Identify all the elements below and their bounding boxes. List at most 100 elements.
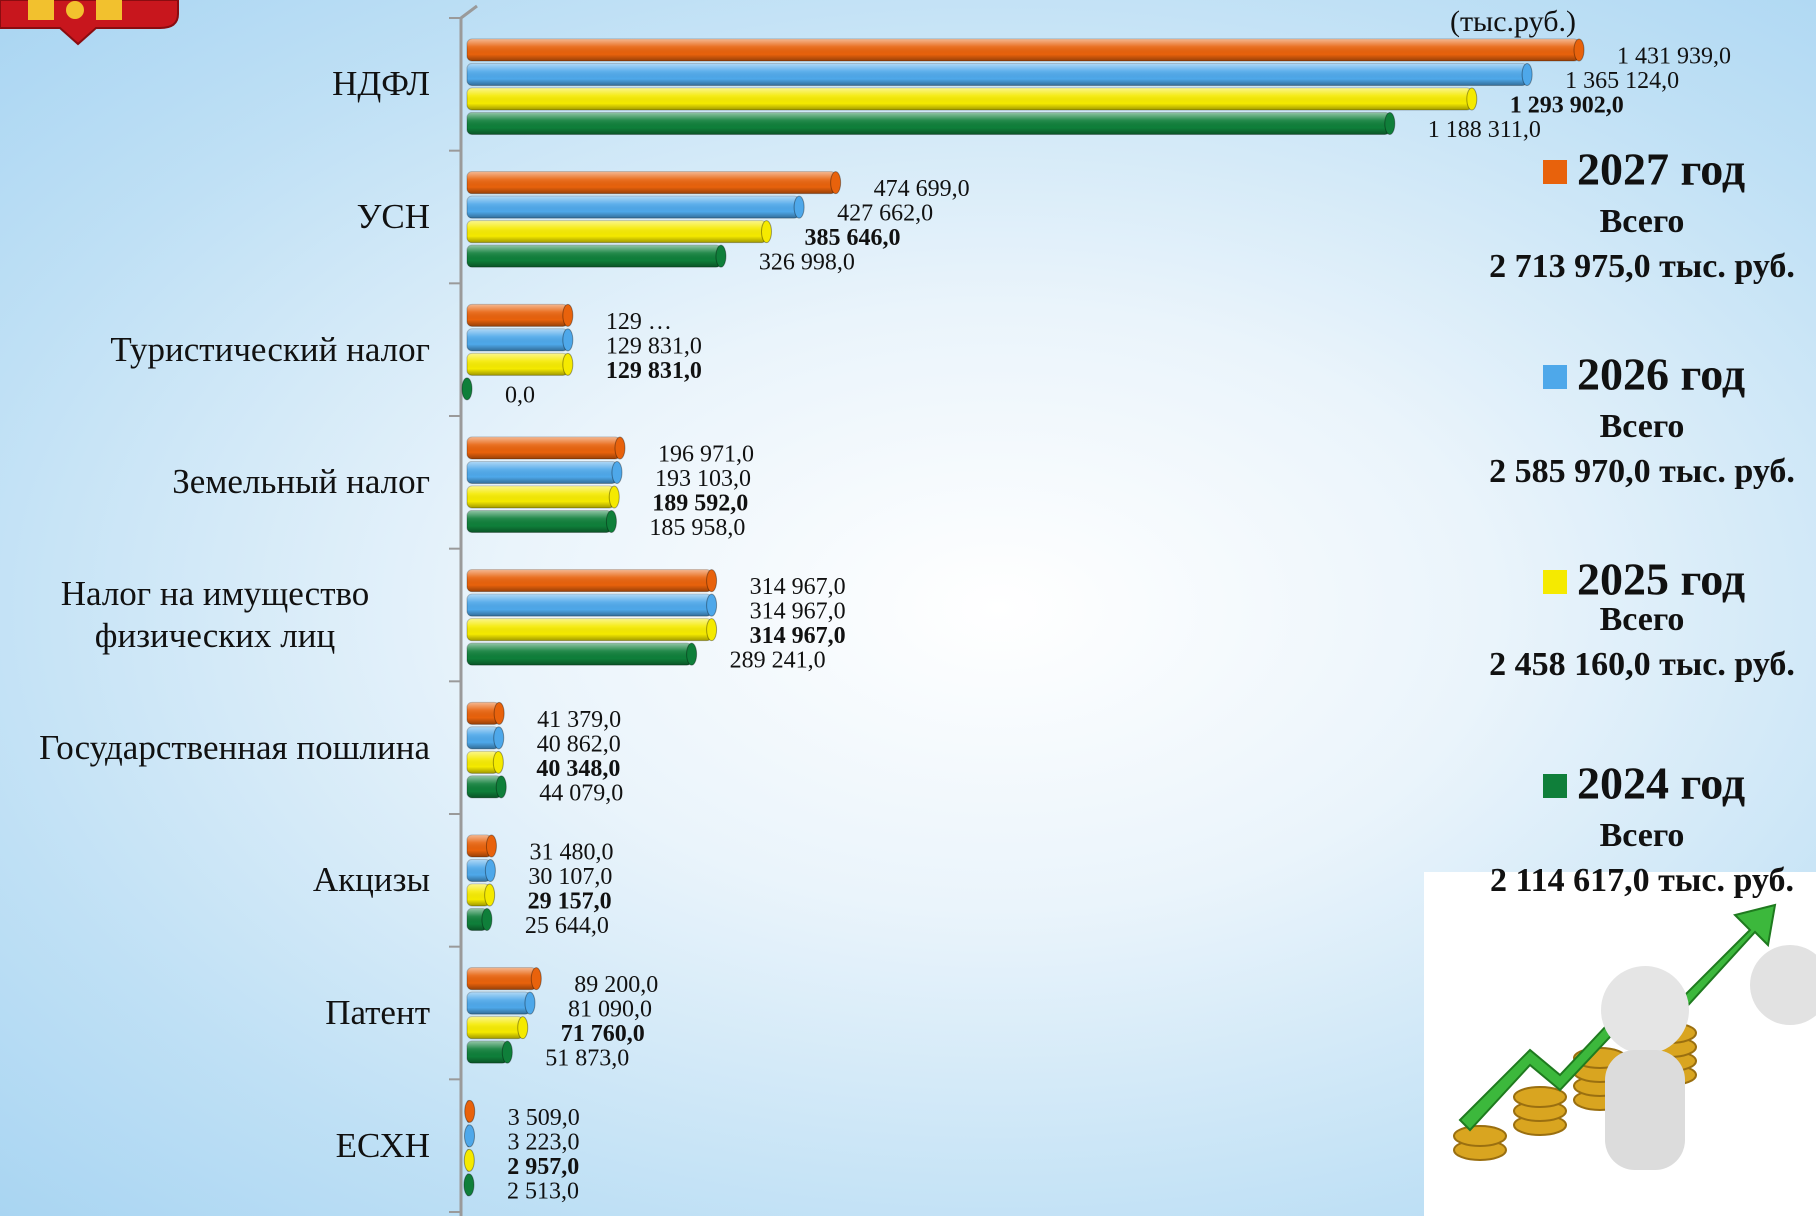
bar-shine — [467, 594, 712, 617]
bar-group — [466, 38, 1585, 62]
bar-cap — [830, 171, 842, 195]
data-label: 385 646,0 — [804, 225, 900, 251]
data-label: 193 103,0 — [655, 466, 751, 492]
bar-shine — [467, 859, 491, 882]
legend-label: 2026 год — [1577, 349, 1745, 400]
bar-group — [466, 569, 718, 593]
bar-shine — [467, 967, 537, 990]
bar-group — [461, 377, 473, 401]
legend-caption: Всего — [1600, 601, 1685, 638]
category-label: ЕСХН — [335, 1125, 430, 1165]
bar-group — [466, 834, 497, 858]
bar-shine — [467, 245, 721, 268]
bar-group — [466, 436, 626, 460]
bar-cap — [463, 1173, 475, 1197]
data-label: 129 831,0 — [606, 333, 702, 359]
legend-total: 2 458 160,0 тыс. руб. — [1489, 646, 1795, 683]
bar-group — [466, 87, 1478, 111]
bar-group — [466, 244, 727, 268]
legend-label: 2025 год — [1577, 554, 1745, 605]
bar-cap — [706, 593, 718, 617]
data-label: 314 967,0 — [750, 599, 846, 625]
bar-shine — [467, 220, 767, 243]
data-label: 1 431 939,0 — [1617, 44, 1731, 70]
bar-cap — [530, 967, 542, 991]
legend-swatch — [1543, 365, 1567, 389]
data-label: 3 223,0 — [508, 1129, 580, 1155]
bar-cap — [501, 1040, 513, 1064]
data-label: 314 967,0 — [750, 623, 846, 649]
bar-group — [466, 112, 1396, 135]
bar-cap — [481, 908, 493, 931]
legend-caption: Всего — [1600, 203, 1685, 240]
bar-cap — [524, 991, 536, 1015]
bar-shine — [467, 835, 492, 857]
bar-cap — [1573, 38, 1585, 62]
legend-caption: Всего — [1600, 408, 1685, 445]
bar-cap — [517, 1016, 529, 1040]
data-label: 0,0 — [505, 382, 535, 408]
bar-group — [466, 63, 1533, 86]
legend-swatch — [1543, 570, 1567, 594]
data-label: 474 699,0 — [874, 176, 970, 202]
bar-shine — [467, 1041, 508, 1064]
category-label: Государственная пошлина — [39, 727, 430, 767]
bar-shine — [467, 353, 568, 376]
data-label: 71 760,0 — [561, 1021, 645, 1047]
bar-cap — [484, 859, 496, 882]
category-label: УСН — [356, 197, 430, 236]
bar-cap — [464, 1099, 476, 1123]
data-label: 51 873,0 — [545, 1046, 629, 1072]
bar-group — [464, 1124, 476, 1148]
bar-group — [463, 1173, 475, 1197]
data-label: 189 592,0 — [652, 491, 748, 517]
bar-shine — [467, 643, 692, 666]
bar-shine — [467, 908, 487, 931]
bar-cap — [715, 244, 727, 268]
bar-group — [466, 883, 496, 907]
bar-group — [466, 750, 504, 774]
bar-cap — [464, 1124, 476, 1148]
data-label: 40 862,0 — [537, 731, 621, 757]
bar-shine — [467, 884, 490, 906]
bar-shine — [467, 196, 800, 219]
data-label: 1 293 902,0 — [1510, 93, 1624, 119]
bar-shine — [467, 992, 530, 1015]
bar-cap — [793, 195, 805, 219]
data-label: 41 379,0 — [537, 707, 621, 733]
bar-shine — [467, 618, 712, 641]
data-label: 129 … — [606, 309, 672, 335]
bar-cap — [611, 461, 623, 484]
bar-group — [466, 171, 842, 195]
bar-cap — [562, 328, 574, 352]
data-label: 31 480,0 — [529, 840, 613, 866]
bar-group — [466, 195, 805, 219]
bar-shine — [467, 112, 1390, 135]
data-label: 89 200,0 — [574, 972, 658, 998]
data-label: 289 241,0 — [730, 648, 826, 674]
bar-shine — [467, 1016, 523, 1039]
bar-group — [463, 1148, 475, 1172]
legend-total: 2 114 617,0 тыс. руб. — [1490, 862, 1794, 899]
bar-cap — [614, 436, 626, 460]
bar-cap — [562, 352, 574, 376]
data-label: 314 967,0 — [750, 574, 846, 600]
bar-group — [466, 461, 623, 484]
legend-caption: Всего — [1600, 817, 1685, 854]
bar-group — [466, 510, 617, 533]
bar-group — [466, 775, 507, 799]
data-label: 129 831,0 — [606, 358, 702, 384]
bar-shine — [467, 171, 836, 194]
bar-group — [466, 618, 718, 642]
data-label: 196 971,0 — [658, 442, 754, 468]
bar-shine — [467, 751, 499, 774]
legend-label: 2027 год — [1577, 144, 1745, 195]
category-label: Земельный налог — [172, 462, 430, 502]
data-label: 185 958,0 — [649, 515, 745, 541]
bar-group — [466, 1040, 513, 1064]
legend-swatch — [1543, 160, 1567, 184]
bar-group — [466, 701, 505, 725]
legend-total: 2 713 975,0 тыс. руб. — [1489, 248, 1795, 285]
bar-cap — [493, 701, 505, 725]
